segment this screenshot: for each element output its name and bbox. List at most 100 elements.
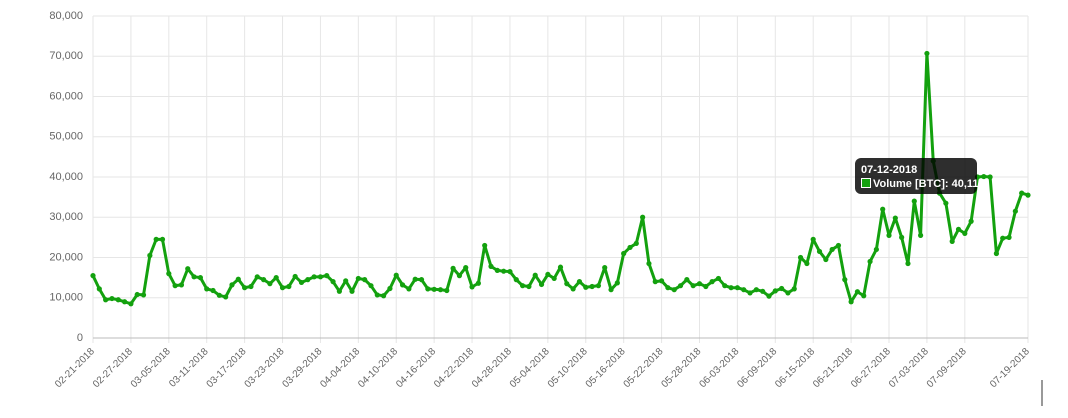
point xyxy=(387,285,393,292)
point xyxy=(431,286,437,292)
point xyxy=(943,200,949,206)
point xyxy=(684,277,690,283)
x-tick-label: 04-10-2018 xyxy=(356,346,400,390)
point xyxy=(665,285,671,291)
point xyxy=(115,297,121,303)
point xyxy=(614,280,620,286)
point xyxy=(557,264,564,270)
y-tick-label: 10,000 xyxy=(49,292,83,304)
y-tick-label: 80,000 xyxy=(49,10,83,22)
point xyxy=(273,275,279,281)
tooltip-text: Volume [BTC]: 40,114 xyxy=(873,178,985,190)
point xyxy=(279,285,286,291)
x-tick-label: 03-29-2018 xyxy=(280,346,324,390)
point xyxy=(374,292,380,298)
point xyxy=(905,260,911,267)
point xyxy=(949,238,955,244)
point xyxy=(589,283,595,290)
point xyxy=(551,275,557,282)
point xyxy=(1000,235,1006,241)
point xyxy=(955,226,962,232)
point xyxy=(842,277,848,283)
point xyxy=(899,234,905,240)
point xyxy=(513,277,519,283)
x-tick-label: 07-03-2018 xyxy=(887,346,931,390)
y-tick-label: 50,000 xyxy=(49,131,83,143)
point xyxy=(734,285,740,291)
point xyxy=(197,275,203,281)
point xyxy=(406,286,412,292)
point xyxy=(437,287,444,293)
x-tick-label: 07-09-2018 xyxy=(925,346,969,390)
point xyxy=(766,293,772,299)
point xyxy=(235,276,241,282)
point xyxy=(210,287,216,294)
x-tick-label: 04-22-2018 xyxy=(432,346,476,390)
point xyxy=(488,263,494,269)
point xyxy=(741,287,747,293)
point xyxy=(223,294,229,300)
point xyxy=(576,279,583,285)
point xyxy=(456,273,463,279)
point xyxy=(121,299,128,305)
point xyxy=(1019,190,1025,196)
point xyxy=(242,285,248,291)
point xyxy=(962,230,968,236)
x-tick-label: 04-04-2018 xyxy=(318,346,362,390)
point xyxy=(418,277,425,283)
point xyxy=(166,271,172,277)
point xyxy=(381,293,387,299)
point xyxy=(159,236,166,242)
point xyxy=(229,282,235,288)
tooltip-row: Volume [BTC]: 40,114 xyxy=(861,177,985,191)
point xyxy=(260,277,267,283)
point xyxy=(987,174,993,180)
point xyxy=(715,275,722,282)
point xyxy=(140,292,147,298)
point xyxy=(886,232,892,238)
x-tick-label: 03-23-2018 xyxy=(243,346,287,390)
point xyxy=(924,50,930,57)
point xyxy=(791,286,797,292)
x-tick-label: 05-22-2018 xyxy=(622,346,666,390)
y-tick-label: 60,000 xyxy=(49,90,83,102)
point xyxy=(911,198,917,204)
point xyxy=(835,242,842,249)
point xyxy=(608,287,614,293)
point xyxy=(305,277,311,283)
point xyxy=(494,267,500,273)
point xyxy=(861,293,867,299)
x-tick-label: 05-28-2018 xyxy=(660,346,704,390)
point xyxy=(880,206,886,212)
point xyxy=(646,260,652,267)
point xyxy=(412,276,418,282)
point xyxy=(779,285,785,292)
point xyxy=(703,283,709,290)
point xyxy=(336,288,342,294)
point xyxy=(532,272,538,278)
point xyxy=(343,278,349,284)
point xyxy=(602,264,608,271)
point xyxy=(362,277,368,283)
point xyxy=(797,254,804,261)
point xyxy=(96,286,102,292)
x-tick-label: 06-27-2018 xyxy=(849,346,893,390)
point xyxy=(286,283,292,290)
point xyxy=(816,248,823,255)
point xyxy=(450,265,456,271)
x-tick-label: 02-27-2018 xyxy=(91,346,135,390)
point xyxy=(185,266,191,272)
tooltip-date: 07-12-2018 xyxy=(861,164,918,176)
point xyxy=(349,288,355,294)
point xyxy=(640,214,646,220)
point xyxy=(330,279,336,285)
point xyxy=(993,250,1000,257)
y-tick-label: 0 xyxy=(77,332,83,344)
point xyxy=(658,278,665,284)
point xyxy=(829,246,835,253)
point xyxy=(103,297,109,303)
point xyxy=(368,283,374,289)
tooltip: 07-12-2018 Volume [BTC]: 40,114 xyxy=(855,158,985,194)
x-tick-label: 05-04-2018 xyxy=(508,346,552,390)
